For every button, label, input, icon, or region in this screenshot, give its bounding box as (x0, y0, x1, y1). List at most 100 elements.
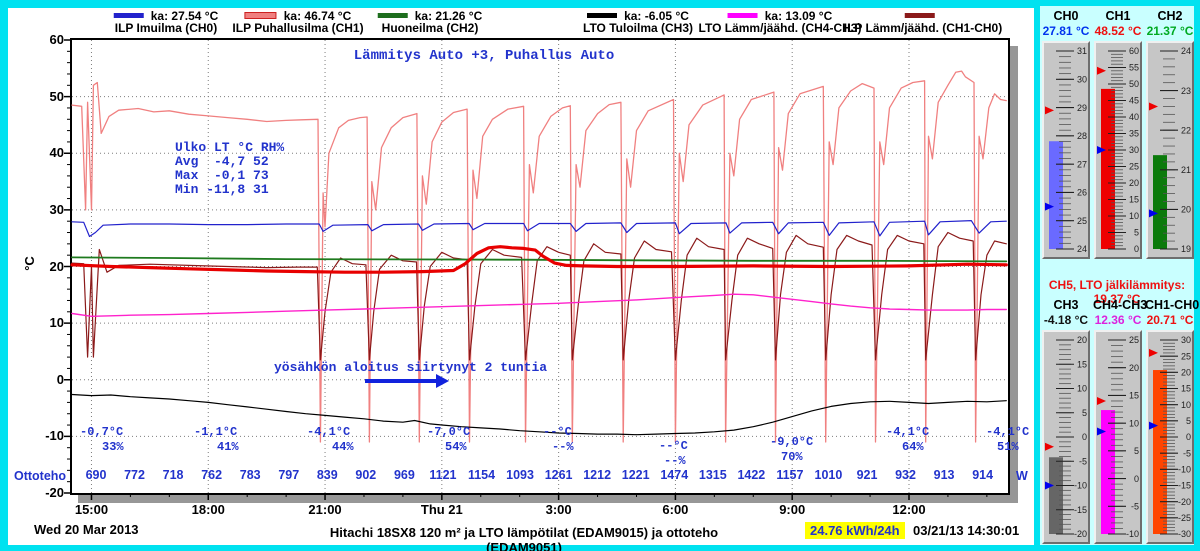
energy-badge: 24.76 kWh/24h (805, 522, 905, 539)
svg-text:31: 31 (1077, 46, 1087, 56)
outdoor-temp-label: -0,7°C (80, 425, 124, 439)
legend-label: Huoneilma (CH2) (381, 21, 479, 35)
watt-value: 839 (316, 468, 338, 482)
svg-text:-10: -10 (1178, 465, 1191, 475)
watt-value: 772 (124, 468, 145, 482)
watt-value: 1121 (429, 468, 457, 482)
watt-value: 1212 (583, 468, 612, 482)
legend-swatch-icon (244, 12, 277, 19)
svg-text:-10: -10 (1074, 481, 1087, 491)
ch5-note: CH5, LTO jälkilämmitys: 19.37 °C (1048, 278, 1186, 306)
x-tick-label: 3:00 (545, 502, 572, 517)
legend-item: ka: 46.74 °C ILP Puhallusilma (CH1) (232, 9, 363, 35)
gauge-value: 12.36 °C (1094, 313, 1142, 327)
thermometer-gauge: -10 -5 0 5 10 15 20 25 (1094, 330, 1142, 544)
svg-text:23: 23 (1181, 86, 1191, 96)
legend-label: ILP Lämm/jäähd. (CH1-CH0) (843, 21, 1003, 35)
svg-text:15: 15 (1129, 195, 1139, 205)
svg-text:0: 0 (1186, 432, 1191, 442)
svg-text:5: 5 (1134, 228, 1139, 238)
legend-item: ka: -6.05 °C LTO Tuloilma (CH3) (583, 9, 693, 35)
outdoor-rh-label: 33% (102, 440, 124, 454)
series-LTO Lämm/jäähd. (CH4-CH3) (71, 293, 1007, 317)
svg-text:25: 25 (1129, 162, 1139, 172)
setpoint-red-arrow-icon (1149, 102, 1158, 111)
legend-mean-value: ka: 21.26 °C (414, 8, 483, 23)
gauge-panel: CH5, LTO jälkilämmitys: 19.37 °C CH0 27.8… (1040, 6, 1199, 545)
y-tick-label: 50 (49, 88, 64, 104)
watt-value: 1315 (698, 468, 727, 482)
series-ILP Puhallusilma (CH1) (71, 70, 1007, 443)
chart-title: Hitachi 18SX8 120 m² ja LTO lämpötilat (… (329, 525, 719, 551)
svg-text:25: 25 (1129, 335, 1139, 345)
outdoor-stats-max: Max -0,1 73 (175, 168, 269, 183)
legend-item: ka: 13.09 °C LTO Lämm/jäähd. (CH4-CH3) (699, 9, 862, 35)
legend: ka: 27.54 °C ILP Imuilma (CH0) ka: 46.74 °… (8, 8, 1034, 38)
legend-swatch-icon (377, 13, 408, 18)
svg-text:0: 0 (1134, 244, 1139, 254)
svg-text:30: 30 (1077, 74, 1087, 84)
gauge-channel-label: CH2 (1157, 9, 1183, 23)
legend-item: ka: 27.54 °C ILP Imuilma (CH0) (113, 8, 219, 35)
svg-text:40: 40 (1129, 112, 1139, 122)
svg-text:25: 25 (1181, 351, 1191, 361)
thermometer-gauge: 24 25 26 27 28 29 30 31 (1042, 41, 1090, 259)
legend-label: ILP Imuilma (CH0) (114, 21, 218, 35)
watt-value: 783 (239, 468, 261, 482)
gauge-channel-label: CH1 (1105, 9, 1131, 23)
x-tick-label: 9:00 (779, 502, 806, 517)
watt-value: 921 (856, 468, 878, 482)
svg-text:-25: -25 (1178, 513, 1191, 523)
thermometer-gauge: 19 20 21 22 23 24 (1146, 41, 1194, 259)
svg-text:10: 10 (1077, 384, 1087, 394)
svg-text:30: 30 (1129, 145, 1139, 155)
svg-text:-15: -15 (1074, 505, 1087, 515)
watt-value: 690 (85, 468, 107, 482)
setpoint-blue-arrow-icon (1097, 427, 1106, 436)
svg-text:15: 15 (1181, 384, 1191, 394)
gauge-value: 20.71 °C (1146, 313, 1194, 327)
svg-text:29: 29 (1077, 103, 1087, 113)
x-tick-label: 15:00 (74, 502, 109, 517)
svg-text:5: 5 (1186, 416, 1191, 426)
y-tick-label: -10 (45, 428, 64, 444)
plot-overlay: Lämmitys Auto +3, Puhallus Auto Ulko LT … (14, 32, 1029, 517)
y-tick-label: -20 (45, 485, 64, 500)
gauge-channel-label: CH3 (1053, 298, 1079, 312)
outdoor-stats-header: Ulko LT °C RH% (175, 140, 285, 155)
outdoor-rh-label: 41% (217, 440, 239, 454)
svg-text:15: 15 (1129, 391, 1139, 401)
outdoor-temp-label: -4,1°C (986, 425, 1030, 439)
svg-text:24: 24 (1181, 46, 1191, 56)
svg-text:-5: -5 (1183, 448, 1191, 458)
y-tick-label: 30 (49, 201, 64, 217)
outdoor-temp-label: --°C (543, 425, 572, 439)
setpoint-red-arrow-icon (1149, 348, 1158, 357)
gauge-value: 21.37 °C (1146, 24, 1194, 38)
svg-text:35: 35 (1129, 129, 1139, 139)
setpoint-red-arrow-icon (1097, 396, 1106, 405)
watt-value: 1093 (506, 468, 534, 482)
y-tick-label: 40 (49, 145, 64, 161)
svg-text:25: 25 (1077, 216, 1087, 226)
legend-label: LTO Tuloilma (CH3) (583, 21, 693, 35)
svg-text:30: 30 (1181, 335, 1191, 345)
y-tick-label: 60 (49, 32, 64, 47)
legend-mean-value: ka: 27.54 °C (150, 8, 219, 23)
watt-value: 762 (201, 468, 223, 482)
gauge-value: 27.81 °C (1042, 24, 1090, 38)
setpoint-red-arrow-icon (1045, 442, 1054, 451)
watt-value: 902 (355, 468, 377, 482)
watt-value: 1422 (737, 468, 766, 482)
night-tariff-note: yösähkön aloitus siirtynyt 2 tuntia (274, 360, 548, 375)
legend-swatch-icon (727, 13, 758, 18)
outdoor-rh-label: 64% (902, 440, 924, 454)
gauge-CH1-CH0: CH1-CH0 20.71 °C -30 -25 -20 -15 -10 -5 0 5 10 15 20… (1145, 298, 1199, 544)
svg-text:5: 5 (1134, 446, 1139, 456)
svg-text:24: 24 (1077, 244, 1087, 254)
gauge-CH1: CH1 48.52 °C 0 5 10 15 20 25 30 35 40 45 50 55 60 (1093, 9, 1143, 259)
legend-swatch-icon (904, 13, 935, 18)
svg-text:10: 10 (1129, 418, 1139, 428)
x-tick-label: 21:00 (308, 502, 342, 517)
